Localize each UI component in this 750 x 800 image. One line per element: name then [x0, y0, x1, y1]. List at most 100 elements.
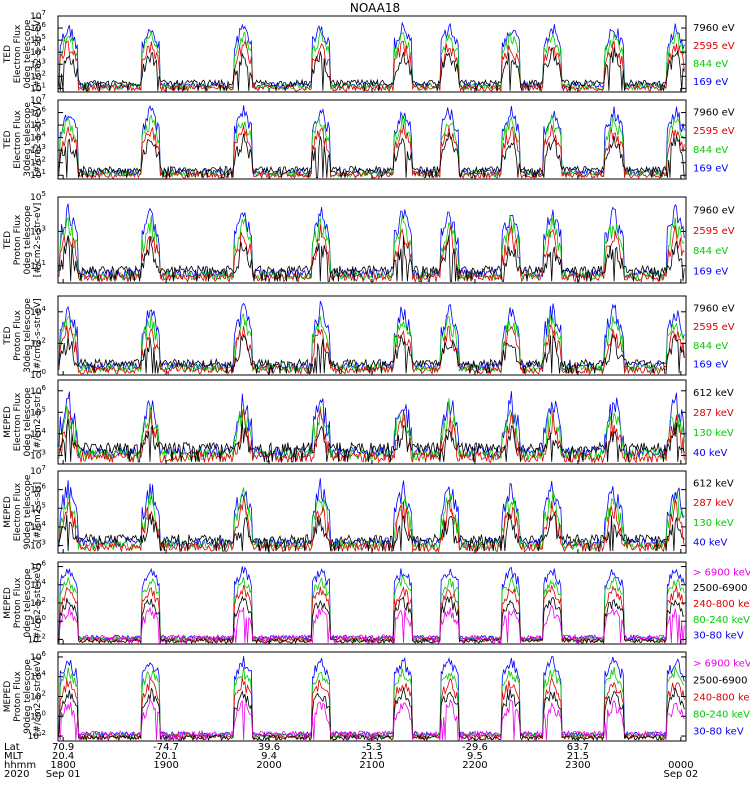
- y-tick-exponent: 6: [42, 650, 47, 658]
- y-axis-label-line: [#/cm2-s-str-keV]: [33, 657, 43, 736]
- legend-entry: 612 keV: [693, 388, 734, 399]
- y-axis-label-line: [#/cm2-s-str-eV]: [33, 102, 43, 177]
- legend-entry: 2595 eV: [693, 226, 735, 237]
- series-line-1: [58, 697, 685, 742]
- y-axis-label-line: [#/cm2-s-str-keV]: [33, 563, 43, 642]
- x-tick-label-mlt: 20.4: [52, 751, 74, 762]
- series-line-1: [58, 604, 685, 645]
- series-line-2: [58, 686, 685, 742]
- y-axis-label: TEDElectron Flux0deg telescope[#/cm2-s-s…: [3, 17, 43, 92]
- series-line-2: [58, 324, 685, 376]
- y-axis-label-line: MEPED: [3, 681, 13, 713]
- y-tick-exponent: 5: [42, 501, 46, 509]
- y-tick-exponent: 0: [42, 368, 46, 376]
- y-tick-exponent: 4: [42, 670, 47, 678]
- series-line-2: [58, 408, 685, 464]
- y-tick-exponent: 6: [42, 384, 47, 392]
- series-line-1: [58, 333, 685, 374]
- legend-entry: > 6900 keV: [693, 567, 750, 578]
- x-tick-label-hhmm: 2100: [359, 760, 384, 771]
- y-axis-label: MEPEDElectron Flux90deg telescope[#/cm2-…: [3, 474, 43, 549]
- y-axis-label-line: 0deg telescope: [23, 568, 33, 638]
- y-tick-exponent: 1: [42, 168, 46, 176]
- y-tick-exponent: 4: [42, 131, 47, 139]
- y-tick-exponent: 2: [42, 336, 46, 344]
- y-axis-label-line: 0deg telescope: [23, 205, 33, 275]
- y-axis-label-line: Electron Flux: [13, 24, 23, 83]
- y-tick-exponent: 2: [42, 690, 46, 698]
- y-axis-label-line: Electron Flux: [13, 392, 23, 451]
- legend-entry: 169 eV: [693, 77, 728, 88]
- y-axis-label-line: 90deg telescope: [23, 659, 33, 734]
- series-line-1: [58, 132, 685, 179]
- legend-entry: 2500-6900: [693, 583, 748, 594]
- y-axis-label-line: 30deg telescope: [23, 298, 33, 373]
- legend-entry: 169 eV: [693, 164, 728, 175]
- y-tick-exponent: 6: [42, 560, 47, 568]
- y-axis-label-line: Electron Flux: [13, 482, 23, 541]
- y-axis-label-line: 0deg telescope: [23, 19, 33, 89]
- legend-entry: 287 keV: [693, 498, 734, 509]
- y-tick-exponent: 2: [42, 69, 46, 77]
- x-row-label: Lat: [4, 742, 20, 753]
- y-tick-exponent: 4: [42, 427, 47, 435]
- y-axis-label: TEDElectron Flux30deg telescope[#/cm2-s-…: [3, 102, 43, 177]
- legend-entry: 240-800 keV: [693, 599, 750, 610]
- y-axis-label: TEDProton Flux0deg telescope[#/cm2-s-str…: [3, 203, 43, 278]
- x-row-label: MLT: [4, 751, 24, 762]
- legend-entry: 7960 eV: [693, 205, 735, 216]
- x-row-label: hhmm: [4, 760, 36, 771]
- legend-entry: 844 eV: [693, 59, 728, 70]
- y-axis-label-line: [#/cm2-s-str]: [33, 482, 43, 542]
- series-line-5: [58, 656, 685, 738]
- x-tick-label-lat: 70.9: [52, 742, 74, 753]
- y-axis-label-line: Proton Flux: [13, 671, 23, 722]
- y-tick-exponent: 7: [42, 9, 46, 17]
- y-tick-exponent: 2: [42, 596, 46, 604]
- legend-entry: 2595 eV: [693, 322, 735, 333]
- x-tick-label-hhmm: 1900: [153, 760, 178, 771]
- legend-entry: 844 eV: [693, 246, 728, 257]
- legend-entry: 7960 eV: [693, 303, 735, 314]
- y-axis-label-line: Proton Flux: [13, 214, 23, 265]
- legend-entry: 2500-6900: [693, 675, 748, 686]
- y-axis-label-line: TED: [3, 231, 13, 250]
- x-tick-label-hhmm: 1800: [50, 760, 75, 771]
- legend-entry: 2595 eV: [693, 126, 735, 137]
- series-line-1: [58, 512, 685, 552]
- x-tick-label-hhmm: 2200: [462, 760, 487, 771]
- y-axis-label-line: 0deg telescope: [23, 387, 33, 457]
- y-tick-exponent: 5: [42, 33, 46, 41]
- x-tick-label-mlt: 9.4: [261, 751, 277, 762]
- y-tick-exponent: 3: [42, 224, 46, 232]
- legend-entry: 7960 eV: [693, 107, 735, 118]
- y-tick-exponent: 6: [42, 21, 47, 29]
- y-tick-exponent: 5: [42, 190, 46, 198]
- y-tick-exponent: 4: [42, 578, 47, 586]
- y-tick-exponent: 4: [42, 305, 47, 313]
- y-tick-exponent: 0: [42, 614, 46, 622]
- panel-frame: [57, 15, 687, 93]
- x-tick-label-mlt: 21.5: [567, 751, 589, 762]
- y-tick-exponent: 4: [42, 520, 47, 528]
- series-line-3: [58, 676, 685, 741]
- series-line-1: [58, 419, 685, 463]
- y-axis-label-line: TED: [3, 130, 13, 149]
- series-line-3: [58, 114, 685, 179]
- y-tick-exponent: -2: [39, 632, 46, 640]
- series-line-5: [58, 566, 685, 642]
- y-tick-exponent: 7: [42, 464, 46, 472]
- legend-entry: 169 eV: [693, 267, 728, 278]
- y-axis-label-line: MEPED: [3, 587, 13, 619]
- y-tick-exponent: 4: [42, 45, 47, 53]
- legend-entry: 240-800 keV: [693, 693, 750, 704]
- y-tick-exponent: 7: [42, 93, 46, 101]
- y-axis-label-line: [#/cm2-s-str-eV]: [33, 17, 43, 92]
- y-tick-label: 105: [30, 190, 46, 203]
